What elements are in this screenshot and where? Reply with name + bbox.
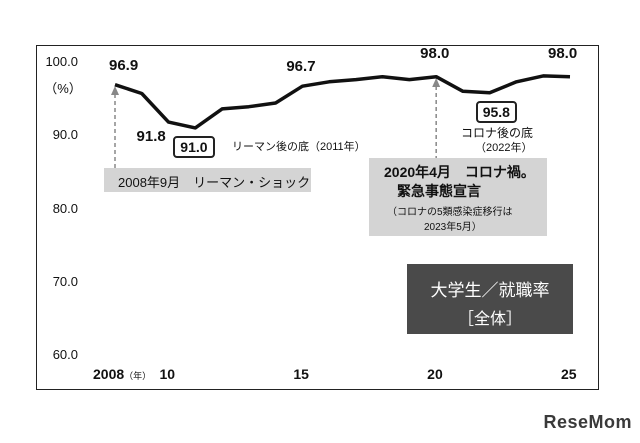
x-tick-label: 10 — [159, 366, 176, 382]
y-tick-label: 70.0 — [52, 273, 78, 289]
chart-title: 大学生／就職率 — [430, 281, 550, 300]
lehman-arrow-head — [111, 86, 119, 95]
x-tick-label: 25 — [561, 366, 577, 382]
corona-low-year: （2022年） — [475, 142, 533, 154]
y-tick-label: 80.0 — [52, 200, 78, 216]
corona-event-line1: 2020年4月 コロナ禍。 — [384, 164, 535, 180]
y-tick-label: 90.0 — [52, 127, 78, 143]
value-label-2015: 96.7 — [286, 58, 316, 76]
value-label-2008: 96.9 — [109, 56, 139, 74]
corona-event-box: 2020年4月 コロナ禍。 緊急事態宣言 （コロナの5類感染症移行は 2023年… — [369, 158, 547, 236]
resemom-logo: ReseMom — [543, 412, 632, 432]
corona-arrow-head — [432, 78, 441, 87]
lehman-low-note: リーマン後の底（2011年） — [232, 141, 366, 153]
value-label-2020: 98.0 — [420, 44, 450, 62]
x-tick-label: 2008（年） — [93, 366, 152, 382]
lehman-event-text: 2008年9月 リーマン・ショック — [118, 175, 311, 190]
chart-frame — [36, 45, 599, 390]
value-label-2010: 91.8 — [136, 128, 166, 146]
lehman-event-box: 2008年9月 リーマン・ショック — [104, 168, 311, 192]
employment-rate-line — [114, 74, 571, 130]
value-label-2025: 98.0 — [548, 44, 578, 62]
chart-subtitle: ［全体］ — [457, 311, 522, 328]
y-tick-label: 60.0 — [52, 347, 78, 362]
x-tick-label: 20 — [427, 366, 443, 382]
y-tick-label: 100.0 — [45, 54, 78, 69]
value-label-2011: 91.0 — [173, 135, 215, 158]
x-tick-label: 15 — [293, 366, 309, 382]
value-label-2022: 95.8 — [475, 100, 517, 123]
corona-event-line3: （コロナの5類感染症移行は — [387, 207, 513, 218]
x-unit: （年） — [124, 371, 152, 381]
y-unit: （%） — [44, 81, 82, 96]
corona-event-line2: 緊急事態宣言 — [397, 183, 481, 199]
chart-title-box: 大学生／就職率 ［全体］ — [407, 264, 573, 334]
corona-low-title: コロナ後の底 — [461, 126, 534, 140]
corona-event-line4: 2023年5月） — [424, 222, 482, 233]
